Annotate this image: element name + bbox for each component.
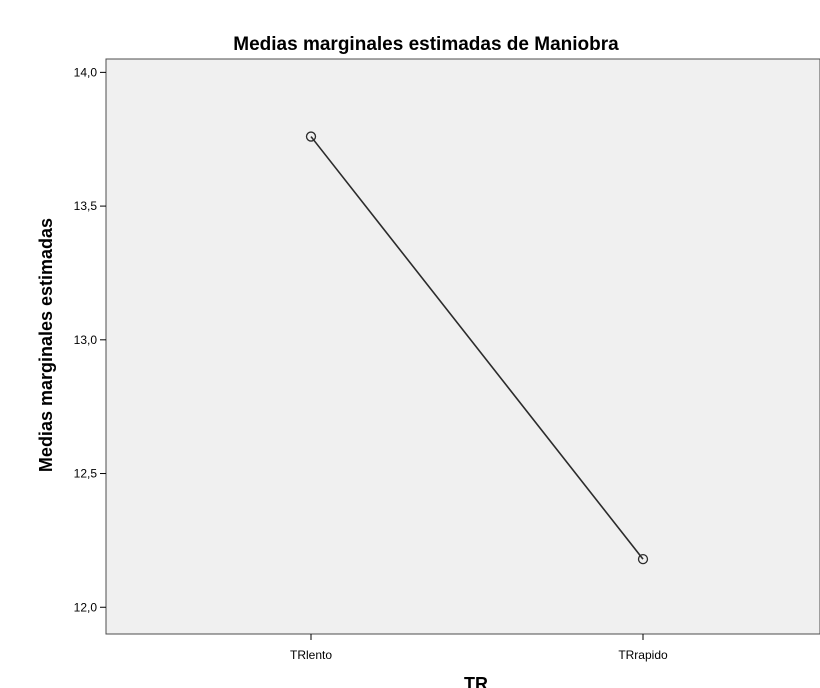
data-markers	[305, 131, 649, 565]
y-axis: 12,0 12,5 13,0 13,5 14,0	[74, 65, 106, 614]
y-tick-label: 13,0	[74, 333, 98, 347]
x-tick-label: TRlento	[290, 648, 332, 662]
series-line	[310, 136, 644, 560]
data-point	[305, 131, 317, 142]
x-tick-label: TRrapido	[618, 648, 668, 662]
y-tick-label: 13,5	[74, 199, 98, 213]
x-axis-title: TR	[464, 674, 488, 688]
y-axis-title: Medias marginales estimadas	[36, 218, 56, 472]
chart-title: Medias marginales estimadas de Maniobra	[233, 34, 619, 55]
y-tick-label: 12,0	[74, 600, 98, 614]
plot-area	[105, 58, 820, 635]
y-tick-label: 12,5	[74, 467, 98, 481]
x-axis: TRlento TRrapido	[290, 634, 668, 662]
y-tick-label: 14,0	[74, 65, 98, 79]
data-point	[637, 553, 649, 565]
